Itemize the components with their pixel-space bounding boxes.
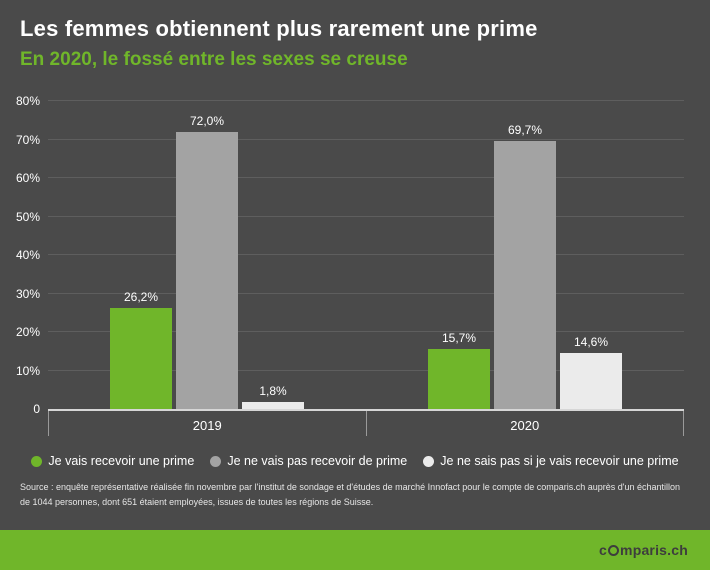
- footer-bar: c mparis.ch: [0, 530, 710, 570]
- gridline: [48, 215, 684, 217]
- bar-group-2019: 26,2% 72,0% 1,8%: [48, 101, 366, 409]
- legend-dot-icon: [31, 455, 43, 467]
- x-category-label: 2020: [367, 411, 684, 436]
- legend-label: Je vais recevoir une prime: [48, 454, 195, 468]
- y-tick-label: 40%: [15, 248, 40, 262]
- y-tick-label: 0: [33, 402, 40, 416]
- page-subtitle: En 2020, le fossé entre les sexes se cre…: [20, 49, 408, 70]
- bar: 72,0%: [176, 114, 238, 409]
- gridline: [48, 369, 684, 371]
- legend-dot-icon: [423, 455, 435, 467]
- page-title: Les femmes obtiennent plus rarement une …: [20, 16, 538, 41]
- bar: 69,7%: [494, 123, 556, 409]
- plot-area: 26,2% 72,0% 1,8% 15,7% 69,7% 14,6%: [48, 100, 684, 409]
- gridline: [48, 292, 684, 294]
- y-tick-label: 50%: [15, 209, 40, 224]
- y-tick-label: 60%: [15, 171, 40, 185]
- gridline: [48, 177, 684, 178]
- legend-item: Je vais recevoir une prime: [31, 454, 194, 468]
- bar: 15,7%: [428, 331, 490, 409]
- bar: 14,6%: [560, 335, 622, 409]
- bar: 26,2%: [110, 290, 172, 409]
- bar-value-label: 72,0%: [189, 113, 225, 128]
- bar-chart: 0 10% 20% 30% 40% 50% 60% 70% 80% 26,2% 72,0% 1,8%…: [8, 95, 684, 436]
- legend-label: Je ne vais pas recevoir de prime: [227, 454, 408, 468]
- bar-value-label: 69,7%: [507, 122, 543, 137]
- comparis-logo-prefix: c: [599, 542, 608, 558]
- header: Les femmes obtiennent plus rarement une …: [0, 0, 710, 71]
- y-axis: 0 10% 20% 30% 40% 50% 60% 70% 80%: [8, 95, 48, 415]
- legend-item: Je ne vais pas recevoir de prime: [210, 454, 407, 468]
- y-tick-label: 20%: [15, 325, 40, 339]
- y-tick-label: 70%: [15, 132, 40, 147]
- bar-value-label: 1,8%: [259, 384, 287, 399]
- bar-group-2020: 15,7% 69,7% 14,6%: [366, 101, 684, 409]
- bar-groups: 26,2% 72,0% 1,8% 15,7% 69,7% 14,6%: [48, 101, 684, 409]
- comparis-logo-suffix: mparis.ch: [620, 542, 688, 558]
- gridline: [48, 331, 684, 332]
- bar-value-label: 15,7%: [441, 330, 477, 345]
- gridline: [48, 138, 684, 140]
- bar: 1,8%: [242, 384, 304, 409]
- gridline: [48, 254, 684, 255]
- gridline: [48, 100, 684, 101]
- legend: Je vais recevoir une prime Je ne vais pas…: [0, 454, 710, 468]
- bar-value-label: 14,6%: [573, 334, 609, 349]
- y-tick-label: 80%: [15, 94, 40, 108]
- bar-value-label: 26,2%: [123, 290, 159, 305]
- legend-item: Je ne sais pas si je vais recevoir une p…: [423, 454, 679, 468]
- legend-label: Je ne sais pas si je vais recevoir une p…: [440, 454, 679, 468]
- comparis-logo: c mparis.ch: [599, 542, 688, 558]
- y-tick-label: 10%: [15, 363, 40, 378]
- y-tick-label: 30%: [15, 286, 40, 301]
- x-category-label: 2019: [48, 411, 367, 436]
- x-axis: 2019 2020: [48, 409, 684, 436]
- source-note: Source : enquête représentative réalisée…: [20, 482, 681, 507]
- legend-dot-icon: [210, 455, 222, 467]
- comparis-logo-o-icon: [608, 544, 620, 556]
